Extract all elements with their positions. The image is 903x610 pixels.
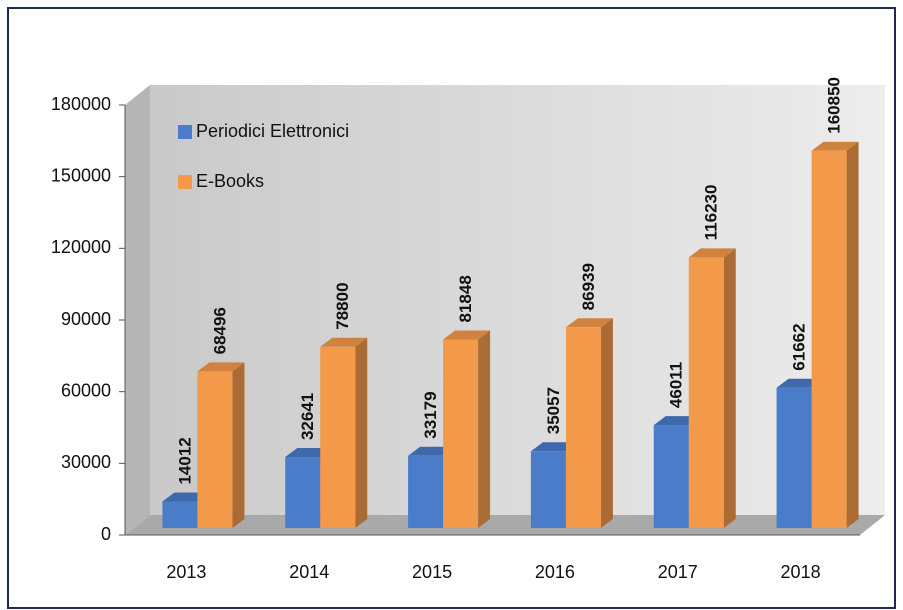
bar-top (688, 248, 736, 258)
bar (443, 339, 479, 528)
bar-side (600, 318, 613, 528)
legend-swatch (178, 125, 192, 139)
legend-label: Periodici Elettronici (196, 121, 349, 141)
bar-top (443, 330, 491, 340)
x-tick-label: 2015 (412, 562, 452, 582)
y-tick-label: 180000 (51, 94, 111, 114)
value-label: 78800 (333, 282, 352, 329)
value-label: 35057 (544, 387, 563, 434)
value-label: 68496 (210, 307, 229, 354)
bar (285, 457, 321, 528)
x-tick-label: 2016 (535, 562, 575, 582)
x-tick-label: 2014 (289, 562, 329, 582)
value-label: 86939 (579, 263, 598, 310)
y-tick-label: 60000 (61, 380, 111, 400)
y-tick-label: 90000 (61, 309, 111, 329)
bar-top (565, 318, 613, 328)
bar (565, 327, 601, 528)
bar-top (811, 141, 859, 151)
y-tick-label: 150000 (51, 165, 111, 185)
bar-side (232, 362, 245, 528)
bar (162, 501, 198, 528)
x-tick-label: 2017 (658, 562, 698, 582)
legend-label: E-Books (196, 171, 264, 191)
bar (688, 257, 724, 528)
bar-top (320, 337, 368, 347)
bar (320, 346, 356, 528)
bar (811, 150, 847, 528)
y-tick-label: 0 (101, 524, 111, 544)
bar (530, 451, 566, 528)
x-tick-label: 2013 (166, 562, 206, 582)
back-wall (150, 85, 885, 515)
y-tick-label: 30000 (61, 452, 111, 472)
value-label: 14012 (175, 437, 194, 484)
value-label: 32641 (298, 393, 317, 440)
bar-side (478, 330, 491, 528)
bar (653, 425, 689, 528)
y-tick-label: 120000 (51, 237, 111, 257)
value-label: 81848 (456, 275, 475, 322)
value-label: 61662 (790, 323, 809, 370)
value-label: 116230 (702, 185, 721, 241)
bar-side (723, 248, 736, 528)
legend-swatch (178, 175, 192, 189)
bar-side (355, 337, 368, 528)
frame (7, 7, 896, 609)
value-label: 160850 (825, 77, 844, 134)
value-label: 33179 (421, 391, 440, 438)
x-tick-label: 2018 (781, 562, 821, 582)
value-label: 46011 (667, 362, 686, 408)
bar (197, 371, 233, 528)
side-wall (125, 85, 150, 535)
bar-side (846, 141, 859, 528)
bar (776, 387, 812, 528)
bar (408, 455, 444, 528)
bar-top (197, 362, 245, 372)
